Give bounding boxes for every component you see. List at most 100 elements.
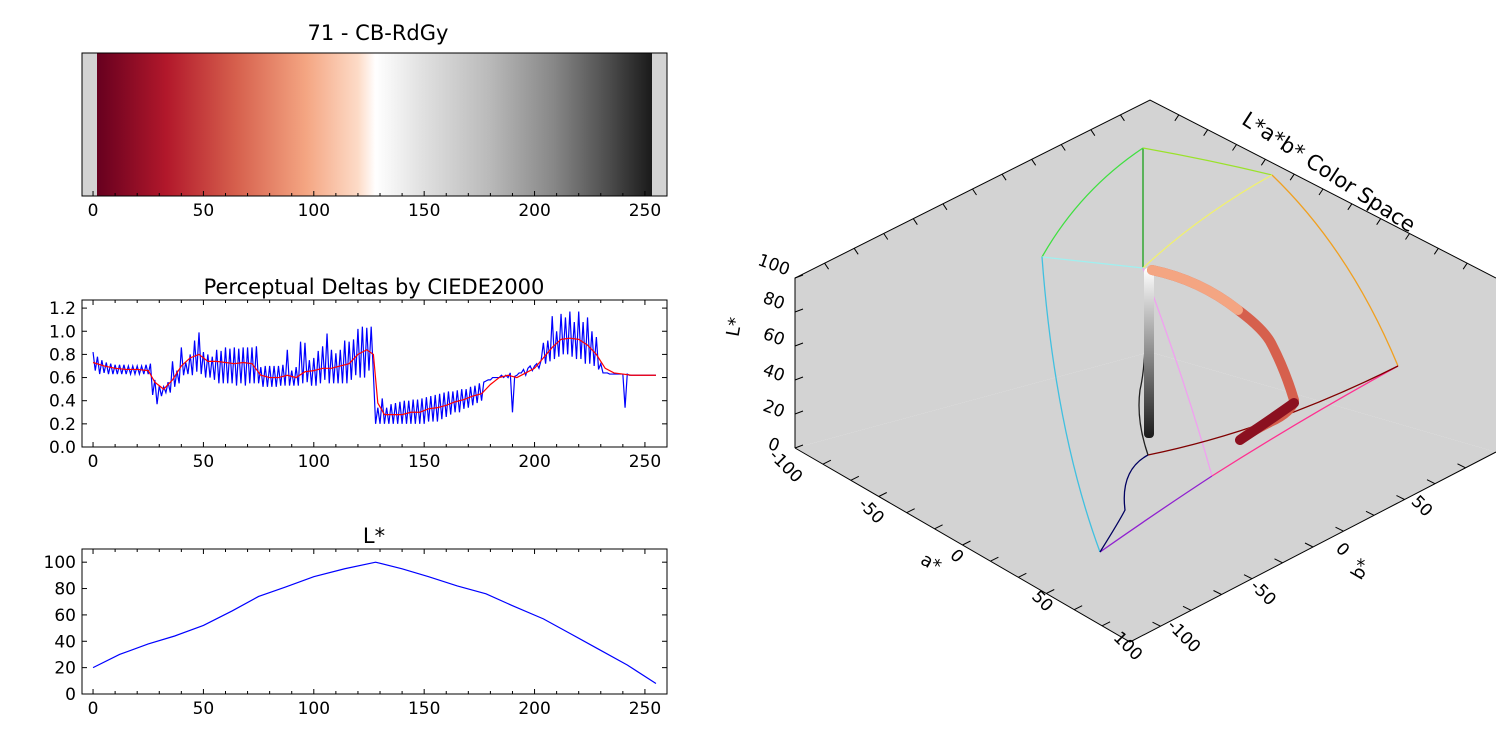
gamut-edge-blue-magenta bbox=[1099, 475, 1213, 553]
lab-tick bbox=[1018, 572, 1027, 578]
gamut-edge-yellow-red bbox=[1271, 174, 1399, 367]
lightness-series-0 bbox=[92, 561, 657, 684]
lab-tick bbox=[1396, 495, 1405, 500]
lab-l-tick-label: 100 bbox=[755, 250, 792, 280]
lab-tick bbox=[1260, 159, 1266, 166]
colorbar-gradient bbox=[97, 53, 652, 196]
gamut-edge-blue-black bbox=[1099, 454, 1149, 553]
lab-red-segment-dark bbox=[1235, 398, 1299, 445]
colorbar-panel: 71 - CB-RdGy 0 50 100 150 200 250 bbox=[81, 21, 668, 221]
colorbar-xtick-label: 150 bbox=[408, 201, 440, 221]
lab-3d-panel: L*a*b* Color Space L* a* b* 020406080100… bbox=[723, 99, 1496, 665]
lightness-title: L* bbox=[363, 524, 385, 548]
deltas-axes: 0 50 100 150 200 250 0.0 0.2 0.4 0.6 0.8 1.0 1.2 bbox=[49, 299, 667, 472]
lab-tick bbox=[1289, 173, 1295, 181]
lab-tick bbox=[1433, 248, 1439, 255]
gamut-edge-cyan-blue bbox=[1041, 256, 1101, 553]
lab-tick bbox=[1462, 262, 1468, 270]
lab-tick bbox=[1365, 510, 1375, 516]
lab-gray-segment bbox=[1144, 268, 1154, 438]
lab-l-axis-label: L* bbox=[723, 316, 747, 338]
lab-tick bbox=[883, 233, 889, 240]
lab-tick bbox=[1174, 114, 1180, 122]
lab-tick bbox=[824, 262, 829, 270]
lab-tick bbox=[850, 475, 860, 481]
deltas-title: Perceptual Deltas by CIEDE2000 bbox=[204, 275, 545, 299]
lab-tick bbox=[1304, 542, 1314, 548]
lightness-frame bbox=[81, 548, 668, 695]
lightness-xtick-label: 200 bbox=[518, 699, 550, 719]
lab-tick bbox=[794, 308, 804, 313]
colorbar-xtick-label: 100 bbox=[298, 201, 330, 221]
lab-tick bbox=[1405, 233, 1410, 240]
colorbar-frame bbox=[81, 52, 668, 197]
deltas-ytick-label: 0.2 bbox=[49, 415, 76, 435]
deltas-series-0 bbox=[92, 311, 656, 424]
lab-tick bbox=[990, 556, 999, 562]
deltas-ytick-label: 0.0 bbox=[49, 438, 76, 458]
lab-tick bbox=[878, 492, 887, 497]
colorbar-xtick-label: 200 bbox=[518, 201, 550, 221]
lightness-series bbox=[92, 561, 657, 684]
lab-tick bbox=[794, 410, 804, 415]
lab-tick bbox=[1457, 463, 1466, 469]
lab-tick bbox=[972, 188, 977, 196]
deltas-ytick-label: 1.0 bbox=[49, 322, 76, 342]
gamut-edge-yellow-white bbox=[1142, 174, 1273, 269]
lab-tick bbox=[1152, 621, 1161, 627]
lightness-ytick-label: 40 bbox=[54, 632, 76, 652]
lab-b-axis-label: b* bbox=[1347, 555, 1375, 583]
deltas-xtick-label: 250 bbox=[629, 452, 661, 472]
lab-tick bbox=[1426, 479, 1436, 485]
lab-tick bbox=[1046, 589, 1055, 594]
lab-a-tick-label: 0 bbox=[946, 546, 968, 568]
deltas-series bbox=[92, 311, 656, 424]
lab-tick bbox=[853, 248, 859, 255]
gamut-edge-green-cyan bbox=[1041, 147, 1144, 258]
lightness-xtick-label: 0 bbox=[88, 699, 99, 719]
deltas-frame bbox=[81, 299, 668, 448]
lab-tick bbox=[1203, 129, 1209, 136]
deltas-panel: Perceptual Deltas by CIEDE2000 0 50 100 150… bbox=[49, 275, 668, 472]
lab-tick bbox=[1335, 526, 1344, 532]
lightness-axes: 0 50 100 150 200 250 0 20 40 60 80 100 bbox=[44, 549, 667, 719]
lab-tick bbox=[934, 524, 943, 530]
deltas-series-1 bbox=[92, 337, 656, 416]
lab-colormap-path bbox=[1144, 265, 1300, 445]
lab-tick bbox=[1120, 114, 1125, 122]
deltas-ytick-label: 1.2 bbox=[49, 299, 76, 319]
lab-tick bbox=[1318, 188, 1324, 196]
deltas-xtick-label: 0 bbox=[88, 452, 99, 472]
lightness-ytick-label: 20 bbox=[54, 659, 76, 679]
gamut-edge-red-magenta bbox=[1211, 365, 1399, 477]
lab-l-tick-label: 40 bbox=[760, 360, 787, 386]
lab-tick bbox=[1232, 144, 1237, 151]
lab-tick bbox=[822, 459, 832, 465]
lab-red-segment-light bbox=[1147, 265, 1243, 315]
lab-b-tick-label: -50 bbox=[1246, 576, 1280, 610]
lab-l-tick-label: 60 bbox=[760, 324, 787, 350]
lightness-ytick-label: 60 bbox=[54, 606, 76, 626]
lab-tick bbox=[794, 342, 804, 347]
lab-l-tick-label: 80 bbox=[760, 288, 787, 314]
lightness-ytick-label: 80 bbox=[54, 580, 76, 600]
lightness-xtick-label: 50 bbox=[193, 699, 215, 719]
lab-tick bbox=[1101, 621, 1111, 627]
lab-tick bbox=[1182, 605, 1192, 611]
lightness-xtick-label: 150 bbox=[408, 699, 440, 719]
gamut-edge-cyan-white bbox=[1041, 256, 1144, 269]
deltas-ytick-label: 0.8 bbox=[49, 345, 76, 365]
lab-tick bbox=[794, 376, 804, 381]
deltas-ytick-label: 0.6 bbox=[49, 369, 76, 389]
lab-a-axis-label: a* bbox=[917, 549, 945, 577]
colorbar-xtick-label: 50 bbox=[193, 201, 215, 221]
lab-tick bbox=[1090, 129, 1096, 136]
colorbar-pad-right bbox=[652, 53, 667, 196]
lab-a-tick-label: -50 bbox=[854, 495, 888, 529]
lab-tick bbox=[912, 218, 918, 225]
lightness-ytick-label: 0 bbox=[65, 685, 76, 705]
lightness-panel: L* 0 50 100 150 200 250 0 20 40 60 80 100 bbox=[44, 524, 668, 719]
lab-tick-marks bbox=[794, 114, 1468, 627]
lab-pane-right bbox=[1150, 100, 1496, 452]
